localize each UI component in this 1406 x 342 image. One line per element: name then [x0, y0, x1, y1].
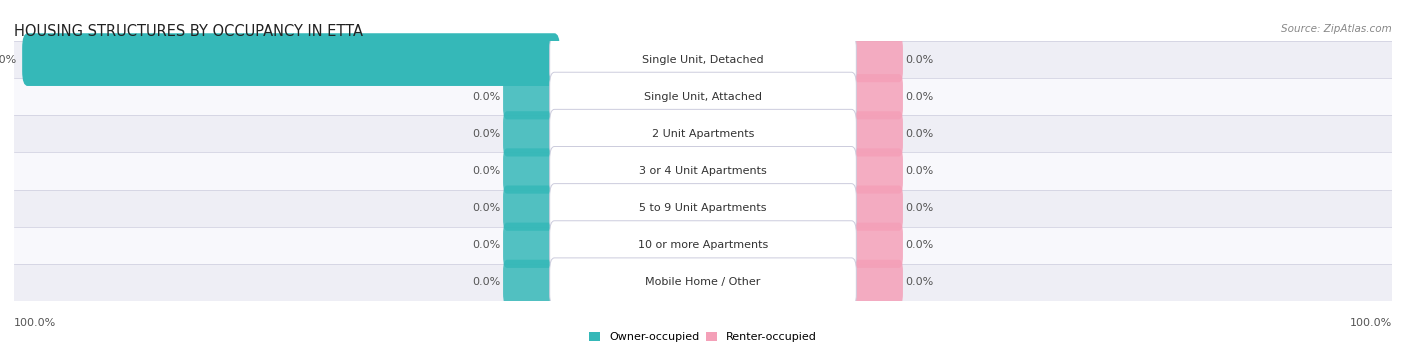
Text: Single Unit, Detached: Single Unit, Detached [643, 55, 763, 65]
FancyBboxPatch shape [848, 260, 903, 305]
Text: Mobile Home / Other: Mobile Home / Other [645, 277, 761, 287]
Bar [14, 115, 1392, 153]
Text: Single Unit, Attached: Single Unit, Attached [644, 92, 762, 102]
Text: Source: ZipAtlas.com: Source: ZipAtlas.com [1281, 24, 1392, 34]
FancyBboxPatch shape [503, 223, 558, 268]
FancyBboxPatch shape [550, 184, 856, 233]
FancyBboxPatch shape [550, 72, 856, 121]
FancyBboxPatch shape [503, 74, 558, 119]
FancyBboxPatch shape [503, 185, 558, 231]
Text: HOUSING STRUCTURES BY OCCUPANCY IN ETTA: HOUSING STRUCTURES BY OCCUPANCY IN ETTA [14, 24, 363, 39]
Text: 0.0%: 0.0% [472, 240, 501, 250]
FancyBboxPatch shape [550, 109, 856, 158]
Bar [14, 78, 1392, 115]
Text: 0.0%: 0.0% [905, 166, 934, 176]
Legend: Owner-occupied, Renter-occupied: Owner-occupied, Renter-occupied [589, 332, 817, 342]
Text: 5 to 9 Unit Apartments: 5 to 9 Unit Apartments [640, 203, 766, 213]
Bar [14, 227, 1392, 264]
Text: 0.0%: 0.0% [905, 277, 934, 287]
Bar [14, 153, 1392, 189]
FancyBboxPatch shape [848, 148, 903, 194]
FancyBboxPatch shape [22, 33, 560, 86]
Text: 0.0%: 0.0% [472, 203, 501, 213]
FancyBboxPatch shape [503, 111, 558, 157]
Bar [14, 264, 1392, 301]
Text: 0.0%: 0.0% [905, 55, 934, 65]
Text: 100.0%: 100.0% [1350, 318, 1392, 328]
FancyBboxPatch shape [848, 111, 903, 157]
FancyBboxPatch shape [550, 146, 856, 196]
FancyBboxPatch shape [848, 185, 903, 231]
Text: 2 Unit Apartments: 2 Unit Apartments [652, 129, 754, 139]
Bar [14, 41, 1392, 78]
Text: 0.0%: 0.0% [472, 277, 501, 287]
Text: 0.0%: 0.0% [905, 92, 934, 102]
FancyBboxPatch shape [503, 260, 558, 305]
Text: 0.0%: 0.0% [905, 240, 934, 250]
Text: 0.0%: 0.0% [905, 203, 934, 213]
FancyBboxPatch shape [848, 37, 903, 82]
Text: 0.0%: 0.0% [472, 92, 501, 102]
Text: 0.0%: 0.0% [472, 129, 501, 139]
Text: 0.0%: 0.0% [472, 166, 501, 176]
Text: 0.0%: 0.0% [905, 129, 934, 139]
Text: 10 or more Apartments: 10 or more Apartments [638, 240, 768, 250]
FancyBboxPatch shape [550, 258, 856, 307]
Text: 100.0%: 100.0% [14, 318, 56, 328]
FancyBboxPatch shape [550, 35, 856, 84]
Text: 100.0%: 100.0% [0, 55, 17, 65]
Text: 3 or 4 Unit Apartments: 3 or 4 Unit Apartments [640, 166, 766, 176]
FancyBboxPatch shape [550, 221, 856, 270]
Bar [14, 189, 1392, 227]
FancyBboxPatch shape [848, 223, 903, 268]
FancyBboxPatch shape [848, 74, 903, 119]
FancyBboxPatch shape [503, 148, 558, 194]
